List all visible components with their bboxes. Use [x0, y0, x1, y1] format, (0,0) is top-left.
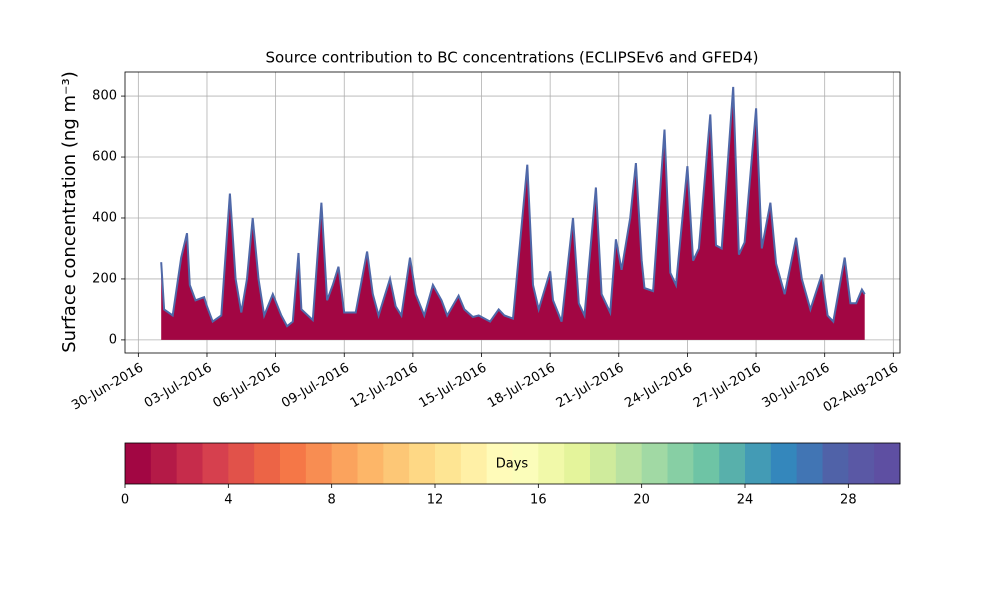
colorbar-tick-label: 4 — [224, 493, 232, 508]
colorbar-swatch — [822, 443, 849, 484]
x-tick-label: 02-Aug-2016 — [821, 361, 901, 416]
area — [161, 86, 865, 340]
x-tick-label: 18-Jul-2016 — [485, 361, 558, 412]
colorbar-swatch — [383, 443, 410, 484]
x-tick-label: 15-Jul-2016 — [416, 361, 489, 412]
colorbar-swatch — [254, 443, 281, 484]
x-tick-label: 21-Jul-2016 — [554, 361, 627, 412]
colorbar-swatch — [125, 443, 152, 484]
chart-title: Source contribution to BC concentrations… — [265, 49, 758, 67]
colorbar-swatch — [667, 443, 694, 484]
colorbar-swatch — [590, 443, 617, 484]
plot-frame — [124, 71, 901, 354]
colorbar-swatch — [564, 443, 591, 484]
colorbar-swatch — [228, 443, 255, 484]
colorbar-tick-label: 28 — [840, 493, 857, 508]
y-tick-label: 800 — [92, 89, 117, 104]
colorbar-swatch — [796, 443, 823, 484]
x-tick-label: 12-Jul-2016 — [348, 361, 421, 412]
colorbar-swatch — [150, 443, 178, 484]
x-tick-label: 09-Jul-2016 — [279, 361, 352, 412]
colorbar-tick-label: 8 — [328, 493, 336, 508]
colorbar-swatch — [409, 443, 436, 484]
colorbar-swatch — [202, 443, 229, 484]
colorbar-tick-label: 16 — [530, 493, 547, 508]
colorbar-frame — [124, 442, 901, 485]
colorbar-tick-label: 0 — [121, 493, 129, 508]
colorbar-swatch — [357, 443, 384, 484]
colorbar-swatch — [512, 443, 539, 484]
colorbar-swatch — [305, 443, 333, 484]
line — [160, 86, 866, 328]
y-tick-label: 0 — [109, 332, 117, 347]
colorbar-swatch — [538, 443, 565, 484]
colorbar-swatch — [176, 443, 203, 484]
colorbar-swatch — [486, 443, 513, 484]
colorbar-swatch — [719, 443, 746, 484]
y-axis-label: Surface concentration (ng m⁻³) — [59, 71, 80, 353]
colorbar-swatch — [745, 443, 772, 484]
colorbar-swatch — [848, 443, 875, 484]
colorbar-swatch — [460, 443, 488, 484]
colorbar-tick-label: 24 — [737, 493, 754, 508]
x-tick-label: 03-Jul-2016 — [142, 361, 215, 412]
colorbar-swatch — [280, 443, 307, 484]
x-tick-label: 27-Jul-2016 — [691, 361, 764, 412]
colorbar-label: Days — [496, 457, 529, 472]
x-tick-label: 06-Jul-2016 — [211, 361, 284, 412]
x-tick-label: 30-Jun-2016 — [69, 361, 146, 414]
y-tick-label: 200 — [92, 271, 117, 286]
colorbar-swatch — [615, 443, 643, 484]
colorbar-swatch — [435, 443, 462, 484]
colorbar-tick-label: 12 — [427, 493, 444, 508]
y-tick-label: 600 — [92, 150, 117, 165]
colorbar-swatch — [874, 443, 901, 484]
colorbar-swatch — [693, 443, 720, 484]
colorbar-swatch — [641, 443, 668, 484]
colorbar-swatch — [770, 443, 798, 484]
x-tick-label: 24-Jul-2016 — [622, 361, 695, 412]
colorbar-swatch — [331, 443, 358, 484]
y-tick-label: 400 — [92, 210, 117, 225]
colorbar-tick-label: 20 — [633, 493, 650, 508]
